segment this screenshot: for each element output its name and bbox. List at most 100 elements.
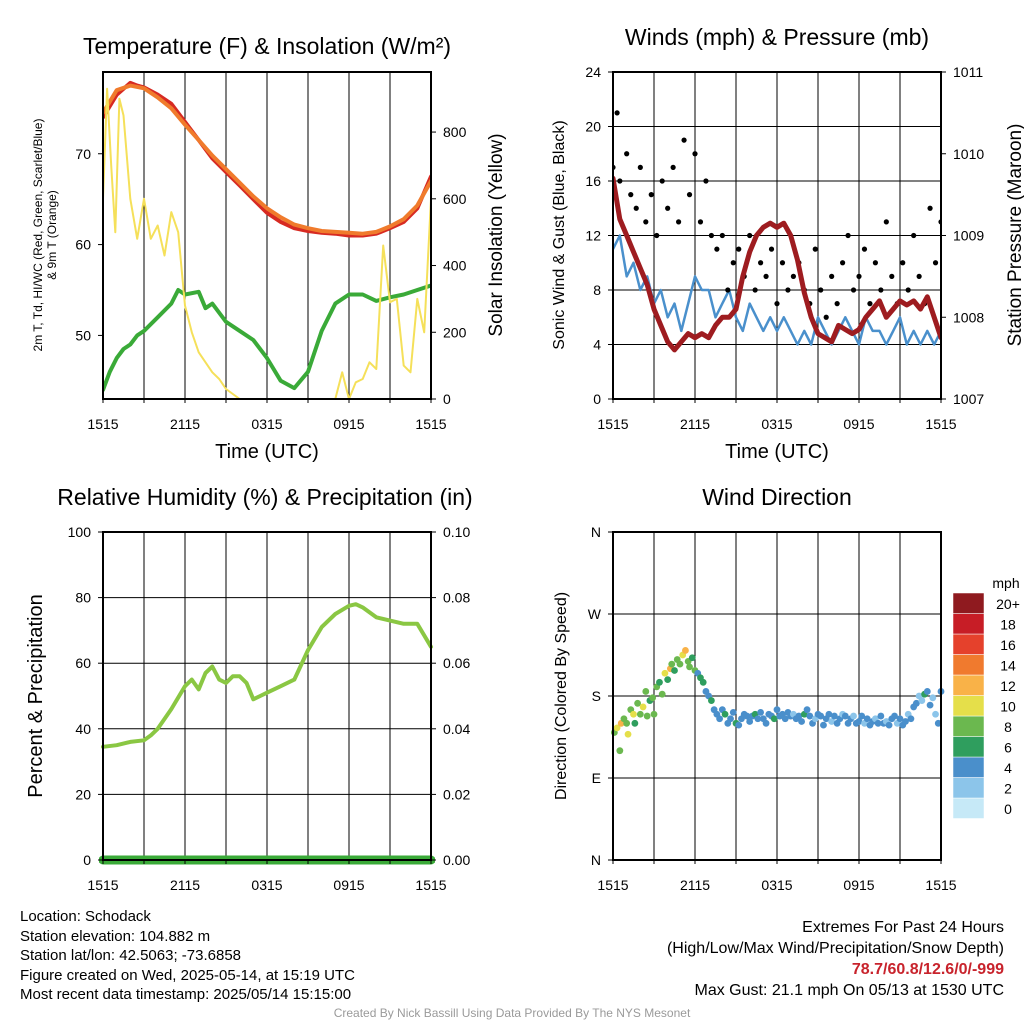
y-tick-label: 20: [75, 786, 91, 802]
direction-point: [658, 690, 666, 698]
direction-point: [630, 710, 637, 718]
gust-point: [829, 273, 835, 279]
direction-point: [649, 694, 657, 702]
gust-point: [686, 192, 693, 198]
gust-point: [708, 232, 715, 239]
direction-point: [850, 712, 857, 720]
wind-direction-panel: 1515 2115 0315 0915 1515 N E S W N Wind Direction D…: [553, 484, 1020, 893]
gust-point: [659, 178, 665, 184]
panel-title: Winds (mph) & Pressure (mb): [625, 24, 929, 50]
y2-tick-label: 0: [443, 391, 451, 407]
panel-title: Temperature (F) & Insolation (W/m²): [83, 33, 451, 59]
direction-point: [729, 709, 737, 716]
direction-point: [781, 715, 789, 723]
legend-label: 20+: [996, 596, 1020, 612]
direction-point: [831, 712, 838, 720]
direction-point: [688, 654, 696, 662]
direction-point: [820, 721, 827, 729]
y-tick-label: 8: [593, 282, 601, 298]
y-tick-label: 0: [83, 852, 91, 868]
wind-direction-points: [610, 647, 945, 755]
y-tick-label: 80: [75, 590, 91, 606]
direction-point: [874, 719, 882, 727]
created-text: Figure created on Wed, 2025-05-14, at 15…: [20, 966, 355, 984]
gust-point: [670, 164, 676, 170]
gust-point: [889, 273, 895, 279]
x-tick-label: 1515: [597, 877, 628, 893]
y2-tick-label: 0.04: [443, 721, 470, 737]
gust-point: [730, 260, 736, 266]
y-tick-label: 16: [585, 173, 601, 189]
y-axis-label-text: Direction (Colored By Speed): [553, 592, 570, 800]
gust-point: [736, 246, 742, 252]
legend-label: 16: [1000, 637, 1016, 653]
y2-axis-label-text: Solar Insolation (Yellow): [486, 133, 507, 336]
legend-label: 6: [1004, 740, 1012, 756]
gust-point: [654, 232, 660, 239]
y2-tick-label: 0.08: [443, 590, 470, 606]
latlon-text: Station lat/lon: 42.5063; -73.6858: [20, 947, 242, 965]
x-tick-label: 1515: [87, 416, 118, 432]
gust-point: [614, 110, 620, 116]
direction-point: [682, 647, 689, 654]
x-tick-label: 2115: [170, 877, 200, 893]
direction-point: [642, 688, 650, 695]
gust-point: [834, 301, 840, 307]
direction-point: [907, 715, 915, 723]
direction-point: [716, 715, 723, 723]
direction-point: [923, 688, 931, 695]
gust-point: [878, 287, 884, 293]
y-tick-label: 50: [75, 327, 91, 343]
direction-point: [855, 718, 863, 725]
y-tick-label: 70: [75, 146, 91, 162]
gust-point: [850, 287, 857, 293]
direction-point: [639, 703, 647, 711]
direction-point: [863, 715, 871, 723]
y-axis-label-line1: 2m T, Td, HI/WC (Red, Green, Scarlet/Blu…: [31, 119, 45, 352]
direction-point: [926, 701, 934, 709]
extremes-title: Extremes For Past 24 Hours: [802, 919, 1004, 936]
gust-point: [719, 232, 725, 239]
gust-point: [768, 246, 775, 252]
gust-point: [676, 219, 682, 225]
direction-point: [721, 710, 729, 718]
direction-point: [757, 709, 764, 716]
x-tick-label: 0315: [761, 877, 792, 893]
y-axis-label: Direction (Colored By Speed): [553, 592, 570, 800]
gust-point: [872, 260, 879, 266]
direction-point: [650, 710, 658, 718]
direction-point: [896, 715, 904, 723]
y2-axis-label: Solar Insolation (Yellow): [486, 133, 507, 336]
y2-tick-label: 200: [443, 324, 467, 340]
direction-point: [762, 719, 770, 727]
direction-point: [664, 676, 672, 683]
gust-point: [774, 301, 780, 307]
temperature-panel: 1515 2115 0315 0915 1515 50 60 70 0 200 400 600 800 T…: [31, 33, 507, 463]
y2-tick-label: 0.00: [443, 852, 470, 868]
direction-point: [885, 721, 893, 729]
direction-point: [624, 730, 632, 738]
x-tick-label: 0315: [251, 416, 282, 432]
max-gust-text: Max Gust: 21.1 mph On 05/13 at 1530 UTC: [694, 982, 1005, 999]
direction-point: [746, 718, 754, 725]
direction-point: [913, 699, 920, 707]
winds-panel: 1515 2115 0315 0915 1515 0 4 8 12 16 20 24 1007 1008 1…: [551, 24, 1024, 463]
gust-point: [845, 232, 851, 239]
gust-point: [628, 192, 634, 198]
legend-swatch: [952, 613, 985, 635]
x-axis-label: Time (UTC): [215, 441, 319, 463]
y-tick-label: 60: [75, 237, 91, 253]
direction-point: [656, 678, 663, 686]
legend-label: 8: [1004, 719, 1012, 735]
extremes-info: Extremes For Past 24 Hours (High/Low/Max…: [667, 917, 1004, 1001]
direction-point: [806, 712, 814, 720]
legend-swatch: [952, 715, 985, 737]
series-solar: [103, 87, 431, 399]
y-axis-label: Percent & Precipitation: [25, 594, 47, 797]
x-tick-label: 2115: [680, 877, 710, 893]
direction-point: [803, 706, 811, 714]
gust-point: [714, 246, 720, 252]
legend-label: 14: [1000, 658, 1016, 674]
y2-tick-label: 1009: [953, 228, 984, 244]
